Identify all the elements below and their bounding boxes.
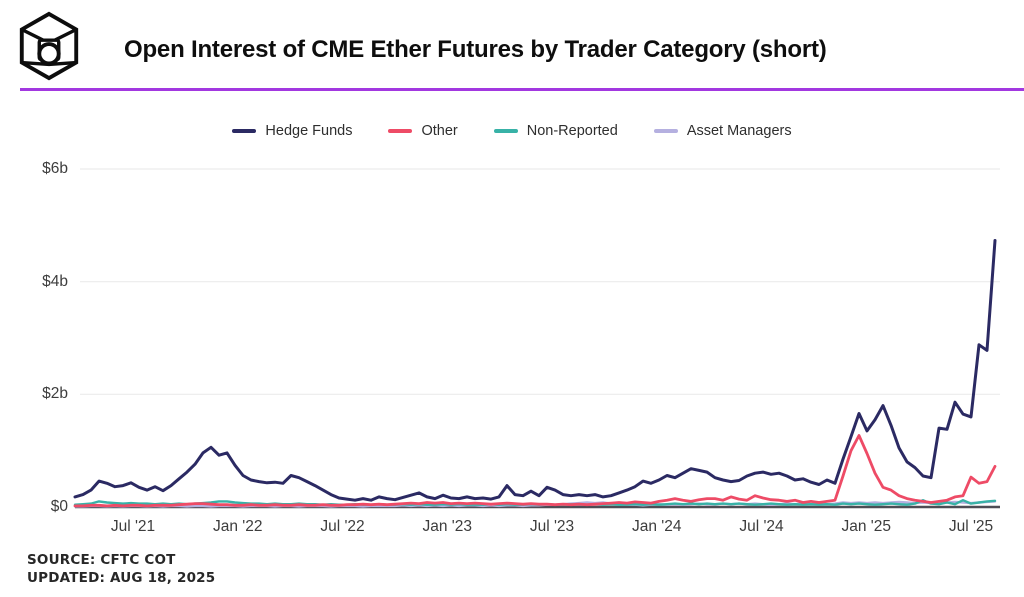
x-tick-label: Jul '22	[320, 518, 365, 535]
chart-footnote: SOURCE: CFTC COT UPDATED: AUG 18, 2025	[27, 552, 215, 587]
legend-item-other[interactable]: Other	[388, 123, 458, 139]
page-title: Open Interest of CME Ether Futures by Tr…	[124, 36, 827, 63]
x-tick-label: Jan '25	[841, 518, 892, 535]
y-tick-label: $4b	[42, 272, 68, 290]
legend-swatch-icon	[653, 129, 678, 133]
x-tick-label: Jan '22	[213, 518, 263, 535]
legend-item-non-reported[interactable]: Non-Reported	[493, 123, 618, 139]
x-tick-label: Jul '23	[529, 518, 575, 535]
updated-label: UPDATED: AUG 18, 2025	[27, 569, 216, 586]
legend-swatch-icon	[388, 129, 413, 133]
y-tick-label: $0	[50, 498, 68, 515]
y-tick-label: $2b	[42, 385, 68, 403]
legend-item-asset-managers[interactable]: Asset Managers	[653, 123, 792, 139]
series-line-other	[73, 434, 997, 508]
the-block-logo-icon	[19, 11, 79, 81]
legend-label: Non-Reported	[526, 123, 618, 139]
legend: Hedge Funds Other Non-Reported Asset Manage…	[0, 123, 1024, 139]
x-tick-label: Jul '25	[948, 518, 994, 535]
series-line-hedge-funds	[73, 239, 997, 502]
legend-item-hedge-funds[interactable]: Hedge Funds	[232, 123, 352, 139]
x-tick-label: Jul '21	[110, 518, 156, 535]
legend-label: Hedge Funds	[265, 123, 353, 139]
source-label: SOURCE: CFTC COT	[27, 552, 176, 568]
x-tick-label: Jul '24	[739, 518, 784, 535]
legend-swatch-icon	[232, 129, 257, 133]
y-tick-label: $6b	[42, 160, 68, 177]
x-tick-label: Jan '24	[632, 518, 682, 535]
legend-swatch-icon	[493, 129, 518, 133]
legend-label: Other	[421, 123, 458, 139]
legend-label: Asset Managers	[686, 123, 792, 139]
x-tick-label: Jan '23	[422, 518, 473, 535]
purple-divider	[20, 88, 1024, 91]
